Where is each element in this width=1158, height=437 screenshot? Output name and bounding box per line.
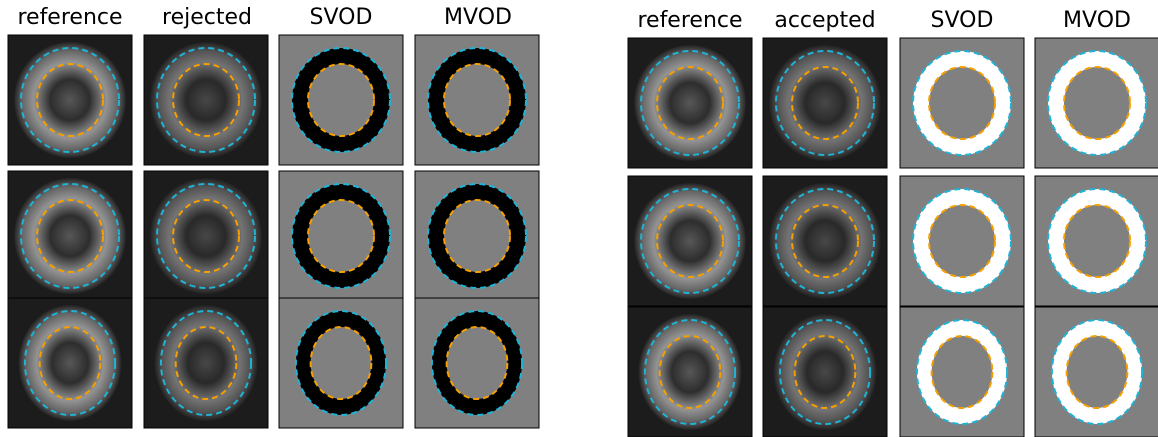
myocardium-image [769, 45, 881, 161]
column-header: SVOD [310, 5, 373, 30]
myocardium-image [154, 305, 257, 421]
myocardium-image [14, 178, 126, 294]
myocardium-image [638, 314, 741, 430]
myocardium-image [769, 183, 881, 299]
myocardium-image [634, 183, 746, 299]
myocardium-image [14, 42, 126, 158]
column-header: MVOD [444, 5, 512, 30]
myocardium-image [18, 305, 121, 421]
myocardium-image [634, 45, 746, 161]
figure: reference rejected SVOD MVOD reference a… [0, 0, 1158, 437]
myocardium-image [773, 314, 876, 430]
column-header: reference [637, 8, 742, 33]
myocardium-image [150, 178, 262, 294]
column-header: reference [17, 5, 122, 30]
myocardium-image [150, 42, 262, 158]
column-header: MVOD [1063, 8, 1131, 33]
column-header: accepted [774, 8, 875, 33]
column-header: rejected [162, 5, 252, 30]
column-header: SVOD [931, 8, 994, 33]
